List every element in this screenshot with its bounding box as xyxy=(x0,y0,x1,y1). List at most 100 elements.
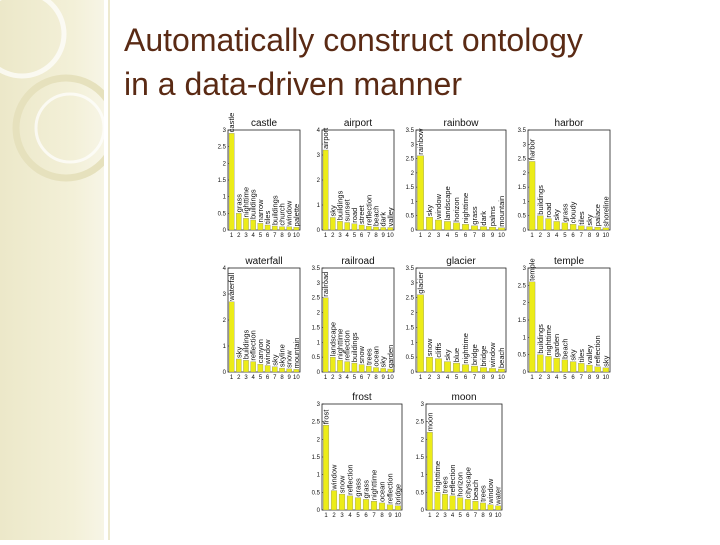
x-tick-label: 4 xyxy=(348,513,352,519)
bar-label: temple xyxy=(528,258,537,281)
bar-label: cloudy xyxy=(569,201,578,223)
bar-6 xyxy=(569,361,577,373)
x-tick-label: 4 xyxy=(555,233,559,239)
decorative-sidebar xyxy=(0,0,120,540)
sidebar-divider xyxy=(108,0,110,540)
x-tick-label: 9 xyxy=(491,375,495,381)
y-tick-label: 2 xyxy=(317,178,321,184)
bar-label: window xyxy=(263,339,272,366)
x-tick-label: 6 xyxy=(266,233,270,239)
y-tick-label: 3.5 xyxy=(518,128,527,134)
chart-title: waterfall xyxy=(244,256,282,267)
bar-8 xyxy=(480,226,487,231)
y-tick-label: 0.5 xyxy=(312,490,321,496)
bar-1 xyxy=(228,133,235,231)
bar-6 xyxy=(358,224,365,231)
bar-5 xyxy=(354,497,362,511)
bar-6 xyxy=(264,224,271,231)
x-tick-label: 10 xyxy=(293,233,300,239)
x-tick-label: 8 xyxy=(482,375,486,381)
bar-label: buildings xyxy=(249,189,258,219)
bar-2 xyxy=(330,356,336,373)
bar-label: nighttime xyxy=(544,325,553,355)
bar-2 xyxy=(236,213,242,231)
bar-label: canyon xyxy=(256,339,265,363)
x-tick-label: 2 xyxy=(237,233,241,239)
bar-1 xyxy=(528,161,536,231)
plot-frame xyxy=(415,267,507,373)
x-tick-label: 2 xyxy=(539,233,543,239)
bar-label: snow xyxy=(425,338,434,356)
x-tick-label: 4 xyxy=(555,375,559,381)
bar-label: castle xyxy=(227,113,236,133)
bar-label: grass xyxy=(362,480,371,499)
x-tick-label: 6 xyxy=(464,233,468,239)
chart-title: castle xyxy=(251,118,278,129)
y-tick-label: 0 xyxy=(223,370,227,376)
y-tick-label: 3 xyxy=(523,142,527,148)
bar-3 xyxy=(337,221,343,231)
bar-5 xyxy=(257,364,264,373)
bar-5 xyxy=(351,362,358,373)
y-tick-label: 4 xyxy=(223,266,227,272)
y-tick-label: 2.5 xyxy=(406,296,415,302)
bar-label: grass xyxy=(354,478,363,497)
chart-castle: castle 0 0.5 1 1.5 2 2.5 3 1 castle 2 grass 3 nightti… xyxy=(218,113,301,239)
x-tick-label: 9 xyxy=(596,233,600,239)
bar-label: sky xyxy=(585,214,594,226)
x-tick-label: 8 xyxy=(374,375,378,381)
bar-6 xyxy=(362,499,370,511)
bar-label: reflection xyxy=(364,195,373,225)
bar-10 xyxy=(602,367,610,373)
bar-label: sunset xyxy=(343,198,352,221)
x-tick-label: 3 xyxy=(443,513,447,519)
x-tick-label: 6 xyxy=(360,233,364,239)
bar-8 xyxy=(378,502,386,511)
bar-8 xyxy=(480,367,487,373)
y-tick-label: 0.5 xyxy=(518,353,527,359)
bar-1 xyxy=(417,155,424,231)
x-tick-label: 6 xyxy=(464,375,468,381)
bar-label: buildings xyxy=(536,185,545,215)
bar-label: road xyxy=(544,203,553,218)
x-tick-label: 1 xyxy=(419,375,423,381)
bar-7 xyxy=(471,365,478,373)
bar-label: glacier xyxy=(416,271,425,294)
x-tick-label: 8 xyxy=(482,233,486,239)
x-tick-label: 5 xyxy=(353,233,357,239)
bar-label: reflection xyxy=(448,464,457,494)
x-tick-label: 5 xyxy=(455,375,459,381)
x-tick-label: 4 xyxy=(446,375,450,381)
x-tick-label: 7 xyxy=(580,233,584,239)
bar-label: frost xyxy=(322,409,331,425)
bar-label: palace xyxy=(593,204,602,226)
chart-title: harbor xyxy=(555,118,585,129)
x-tick-label: 1 xyxy=(530,233,534,239)
bar-8 xyxy=(279,226,285,231)
bar-3 xyxy=(442,493,448,511)
x-tick-label: 7 xyxy=(367,375,371,381)
bar-label: sky xyxy=(552,209,561,221)
bar-label: moon xyxy=(425,413,434,432)
y-tick-label: 0 xyxy=(317,370,321,376)
bar-8 xyxy=(373,367,379,373)
bar-label: sky xyxy=(601,355,610,367)
bar-label: reflection xyxy=(249,330,258,360)
y-tick-label: 2 xyxy=(421,437,425,443)
x-tick-label: 5 xyxy=(563,233,567,239)
bar-label: waterfall xyxy=(227,273,236,302)
bar-1 xyxy=(228,301,235,373)
bar-label: cliffs xyxy=(434,343,443,358)
x-tick-label: 5 xyxy=(356,513,360,519)
x-tick-label: 4 xyxy=(446,233,450,239)
y-tick-label: 1 xyxy=(317,340,321,346)
bar-7 xyxy=(366,365,372,373)
x-tick-label: 2 xyxy=(332,513,336,519)
bar-label: buildings xyxy=(242,329,251,359)
x-tick-label: 3 xyxy=(437,375,441,381)
y-tick-label: 3 xyxy=(421,402,425,408)
x-tick-label: 10 xyxy=(495,513,502,519)
y-tick-label: 3.5 xyxy=(406,128,415,134)
bar-8 xyxy=(373,226,379,231)
bar-label: window xyxy=(488,342,497,369)
